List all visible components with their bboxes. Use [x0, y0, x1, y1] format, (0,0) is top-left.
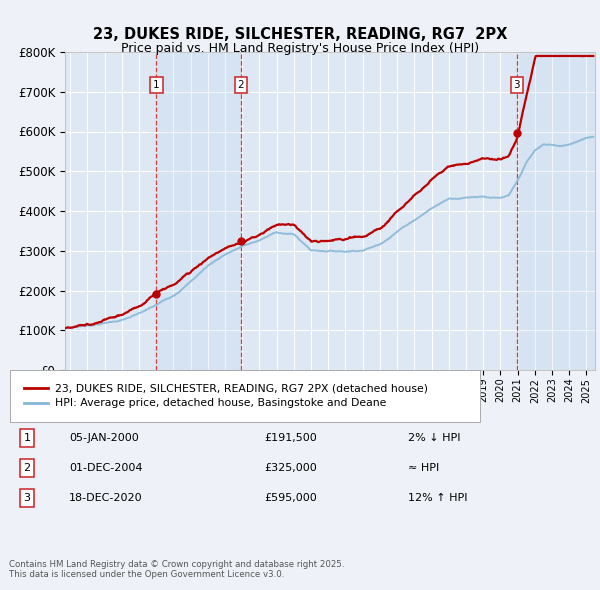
FancyBboxPatch shape	[10, 370, 480, 422]
Bar	[157, 52, 241, 370]
Text: 1: 1	[23, 433, 31, 443]
Text: 2% ↓ HPI: 2% ↓ HPI	[408, 433, 461, 443]
Bar	[517, 52, 595, 370]
Text: Contains HM Land Registry data © Crown copyright and database right 2025.
This d: Contains HM Land Registry data © Crown c…	[9, 560, 344, 579]
Text: 01-DEC-2004: 01-DEC-2004	[69, 463, 143, 473]
Text: 3: 3	[514, 80, 520, 90]
Text: £191,500: £191,500	[264, 433, 317, 443]
Text: 1: 1	[153, 80, 160, 90]
Text: 2: 2	[23, 463, 31, 473]
Text: 18-DEC-2020: 18-DEC-2020	[69, 493, 143, 503]
Text: 3: 3	[23, 493, 31, 503]
Text: 05-JAN-2000: 05-JAN-2000	[69, 433, 139, 443]
Text: £595,000: £595,000	[264, 493, 317, 503]
Legend: 23, DUKES RIDE, SILCHESTER, READING, RG7 2PX (detached house), HPI: Average pric: 23, DUKES RIDE, SILCHESTER, READING, RG7…	[20, 379, 432, 413]
Text: Price paid vs. HM Land Registry's House Price Index (HPI): Price paid vs. HM Land Registry's House …	[121, 42, 479, 55]
Text: 23, DUKES RIDE, SILCHESTER, READING, RG7  2PX: 23, DUKES RIDE, SILCHESTER, READING, RG7…	[93, 27, 507, 41]
Text: 2: 2	[238, 80, 244, 90]
Text: ≈ HPI: ≈ HPI	[408, 463, 439, 473]
Text: 12% ↑ HPI: 12% ↑ HPI	[408, 493, 467, 503]
Text: £325,000: £325,000	[264, 463, 317, 473]
